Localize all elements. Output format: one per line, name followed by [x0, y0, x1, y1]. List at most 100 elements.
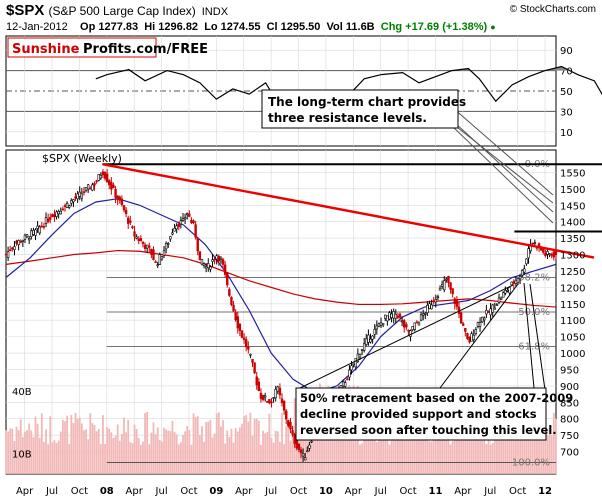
- candle-body: [493, 307, 497, 310]
- volume-bar: [19, 419, 22, 474]
- candle-body: [124, 209, 128, 214]
- candle-body: [518, 276, 522, 280]
- candle-body: [308, 444, 311, 449]
- volume-bar: [247, 421, 250, 474]
- candle-body: [301, 453, 305, 457]
- candle-body: [506, 290, 509, 292]
- candle-body: [310, 440, 313, 443]
- candle-body: [152, 249, 155, 260]
- volume-bar: [104, 443, 106, 474]
- candle-body: [299, 449, 303, 454]
- candle-body: [499, 297, 503, 300]
- volume-bar: [102, 415, 104, 474]
- volume-bar: [409, 425, 412, 474]
- volume-bar: [536, 414, 538, 474]
- volume-bar: [542, 436, 545, 474]
- volume-bar: [430, 441, 433, 474]
- price-tick-label: 1450: [560, 201, 585, 212]
- candle-body: [240, 330, 244, 338]
- candle-body: [424, 312, 427, 315]
- candle-body: [167, 243, 170, 245]
- candle-body: [13, 246, 16, 250]
- volume-bar: [546, 434, 549, 474]
- price-tick-label: 1300: [560, 251, 585, 262]
- volume-bar: [182, 434, 184, 474]
- candle-body: [466, 333, 469, 339]
- volume-bar: [236, 431, 239, 474]
- candle-body: [236, 316, 239, 329]
- candle-body: [72, 199, 75, 203]
- volume-bar: [479, 439, 481, 474]
- candle-body: [122, 205, 126, 211]
- volume-bar: [367, 416, 370, 474]
- candle-body: [449, 282, 452, 290]
- candle-body: [133, 231, 136, 237]
- candle-body: [59, 210, 62, 215]
- candle-body: [249, 353, 252, 356]
- fibonacci-label: 100.0%: [512, 457, 550, 468]
- volume-bar: [243, 416, 245, 474]
- candle-body: [285, 410, 288, 420]
- candle-body: [143, 244, 147, 249]
- watermark-brand: Sunshine: [12, 42, 80, 57]
- volume-bar: [45, 429, 47, 474]
- candle-body: [360, 348, 364, 351]
- candle-body: [154, 261, 157, 263]
- price-tick-label: 850: [560, 398, 579, 409]
- candle-body: [468, 337, 471, 343]
- candle-body: [108, 180, 111, 186]
- volume-bar: [552, 413, 555, 474]
- rsi-line: [95, 65, 602, 123]
- volume-bar: [434, 422, 437, 474]
- candle-body: [68, 205, 71, 208]
- candle-body: [289, 422, 292, 430]
- candle-body: [398, 313, 402, 318]
- candle-body: [110, 182, 113, 190]
- candle-body: [70, 200, 73, 204]
- candle-body: [384, 314, 387, 319]
- candle-body: [209, 266, 212, 270]
- volume-bar: [194, 417, 197, 474]
- volume-bar: [66, 415, 69, 474]
- volume-bar: [420, 413, 422, 474]
- candle-body: [86, 184, 90, 190]
- volume-bar: [205, 421, 208, 474]
- candle-body: [38, 226, 41, 234]
- candle-body: [548, 253, 551, 256]
- volume-bar: [139, 444, 142, 474]
- volume-bar: [441, 421, 444, 474]
- volume-bar: [297, 410, 300, 474]
- volume-bar: [384, 439, 387, 474]
- candle-body: [537, 243, 541, 247]
- x-tick-label: Apr: [454, 486, 472, 497]
- volume-bar: [226, 430, 229, 474]
- volume-bar: [64, 421, 66, 474]
- candle-body: [192, 220, 195, 224]
- volume-bar: [211, 437, 214, 474]
- volume-bar: [137, 437, 140, 474]
- candle-body: [280, 398, 284, 403]
- candle-body: [99, 175, 103, 179]
- candle-body: [230, 296, 233, 305]
- candle-body: [344, 382, 347, 387]
- x-tick-label: Apr: [126, 486, 144, 497]
- candle-body: [255, 376, 258, 386]
- volume-bar: [114, 435, 117, 474]
- volume-bar: [177, 444, 180, 474]
- volume-bar: [470, 438, 473, 474]
- candle-body: [487, 311, 490, 313]
- candle-body: [388, 312, 391, 320]
- volume-bar: [188, 430, 191, 474]
- volume-bar: [228, 436, 231, 474]
- candle-body: [510, 281, 513, 286]
- candle-body: [413, 322, 416, 330]
- price-tick-label: 1350: [560, 234, 585, 245]
- volume-bar: [466, 425, 469, 474]
- price-tick-label: 1200: [560, 283, 585, 294]
- volume-bar: [270, 437, 273, 474]
- candle-body: [179, 220, 183, 225]
- price-tick-label: 1550: [560, 168, 585, 179]
- candle-body: [282, 400, 286, 411]
- volume-bar: [485, 444, 488, 474]
